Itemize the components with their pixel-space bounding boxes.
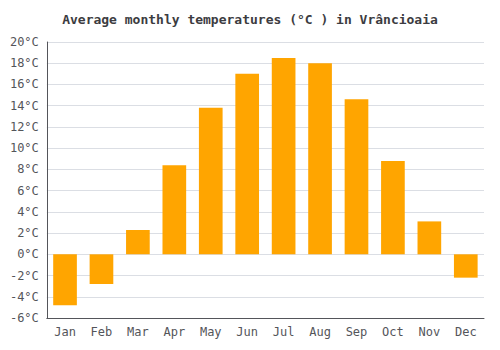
svg-text:Feb: Feb [91,325,113,339]
svg-text:Aug: Aug [309,325,331,339]
svg-text:Sep: Sep [346,325,368,339]
svg-text:-4°C: -4°C [10,290,39,304]
svg-text:20°C: 20°C [10,35,39,49]
svg-text:-2°C: -2°C [10,269,39,283]
svg-text:Jan: Jan [54,325,76,339]
svg-text:Dec: Dec [455,325,477,339]
svg-text:Average monthly temperatures (: Average monthly temperatures (°C ) in Vr… [62,12,438,27]
svg-text:Apr: Apr [163,325,185,339]
svg-text:16°C: 16°C [10,77,39,91]
svg-text:14°C: 14°C [10,99,39,113]
svg-text:-6°C: -6°C [10,311,39,325]
svg-text:Nov: Nov [419,325,441,339]
svg-text:Mar: Mar [127,325,149,339]
svg-text:May: May [200,325,222,339]
svg-text:Oct: Oct [382,325,404,339]
svg-text:4°C: 4°C [17,205,39,219]
svg-text:2°C: 2°C [17,226,39,240]
svg-text:12°C: 12°C [10,120,39,134]
svg-text:10°C: 10°C [10,141,39,155]
svg-text:18°C: 18°C [10,56,39,70]
svg-text:6°C: 6°C [17,184,39,198]
svg-text:Jul: Jul [273,325,295,339]
svg-text:0°C: 0°C [17,247,39,261]
svg-text:8°C: 8°C [17,162,39,176]
svg-text:Jun: Jun [236,325,258,339]
